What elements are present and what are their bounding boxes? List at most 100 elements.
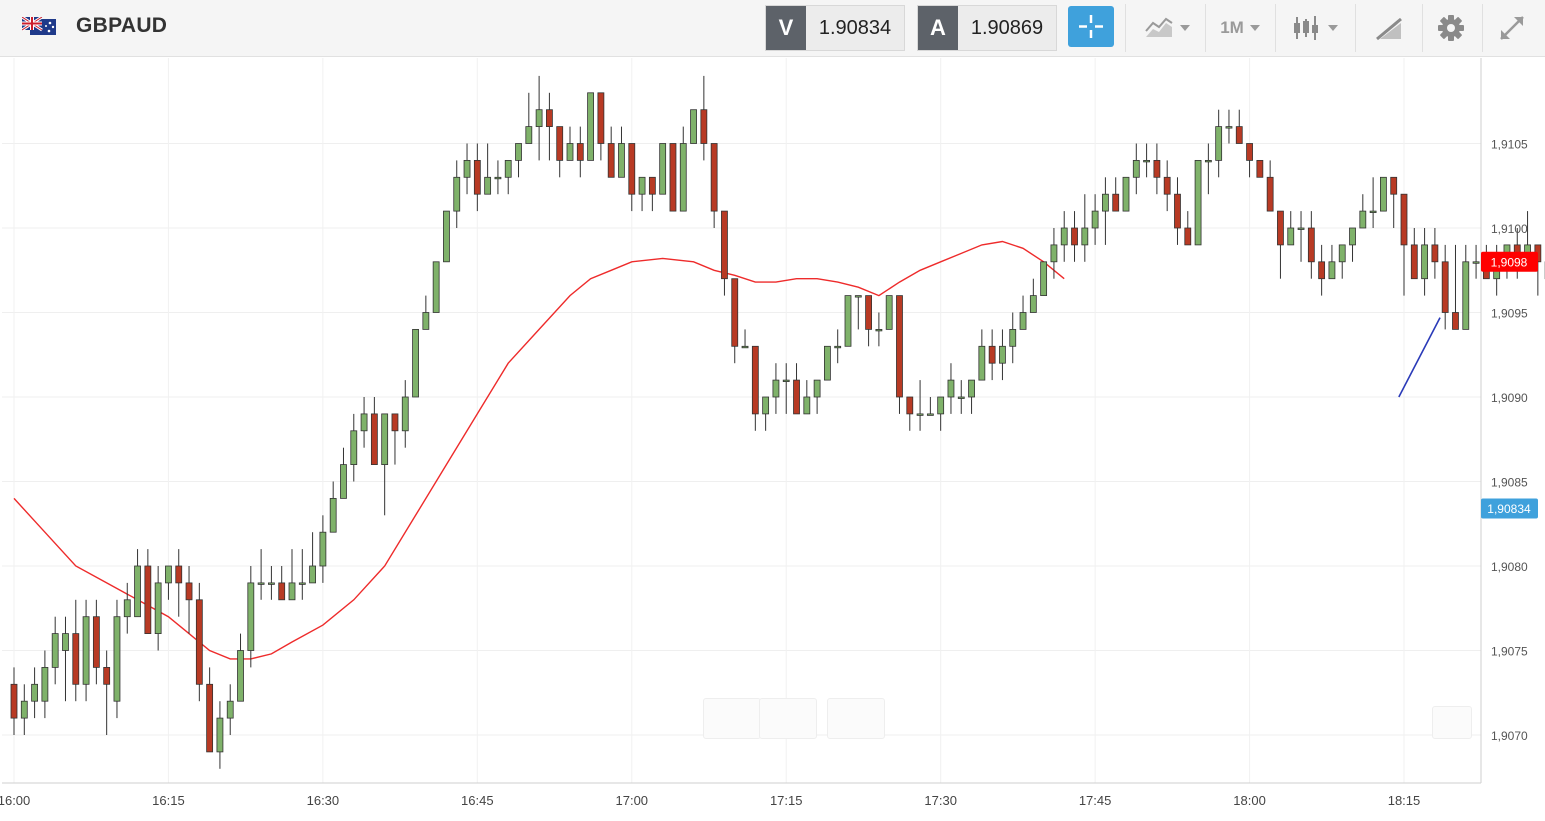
candle [1194,159,1202,246]
bullish-candle-body [62,633,69,651]
candle [288,549,296,601]
candle [113,599,121,719]
candle [1277,210,1284,279]
bullish-candle-body [566,143,574,161]
bullish-candle-body [1204,159,1212,163]
toolbar-separator [1422,4,1423,52]
bearish-candle-body [556,126,564,161]
scroll-right-button[interactable] [759,698,817,739]
crosshair-button[interactable] [1068,6,1114,47]
bearish-candle-body [865,295,872,330]
bullish-candle-body [690,109,697,144]
bearish-candle-body [1431,244,1439,263]
candle [51,616,59,685]
candle [484,143,492,195]
toolbar-separator [1275,4,1276,52]
price-tag-label: 1,90834 [1487,502,1531,516]
sell-price: 1.90834 [806,6,904,50]
bearish-candle-body [195,599,203,685]
candle [268,566,275,600]
candle [1410,228,1418,280]
bearish-candle-body [185,582,193,601]
bullish-candle-body [957,396,965,399]
timeframe-dropdown[interactable]: 1M [1212,4,1268,52]
bullish-candle-body [463,159,471,178]
bullish-candle-body [1143,159,1150,163]
drawing-tools-button[interactable] [1362,4,1416,52]
candle [803,380,811,415]
candle [957,380,965,414]
candle [710,143,718,228]
sell-quote-button[interactable]: V 1.90834 [765,5,905,51]
bearish-candle-body [1174,193,1181,229]
bearish-candle-body [721,210,728,280]
bullish-candle-body [978,345,986,381]
bullish-candle-body [268,582,275,585]
candle [628,143,636,212]
candle [144,549,152,634]
candle [978,329,986,381]
bearish-candle-body [896,295,903,398]
candle [607,126,615,178]
x-tick-label: 16:15 [152,793,185,808]
candle [401,380,409,448]
bearish-candle-body [103,667,111,685]
gear-icon [1438,15,1464,41]
candle [1462,244,1470,330]
candle [690,109,697,144]
bullish-candle-body [587,92,594,161]
candle [165,565,172,600]
bullish-candle-body [885,295,893,330]
bearish-candle-body [710,143,718,212]
candle [885,295,893,330]
bearish-candle-body [1400,193,1408,246]
x-tick-label: 17:30 [924,793,957,808]
candle [1441,244,1449,330]
bullish-candle-body [525,126,533,144]
bullish-candle-body [401,396,409,432]
bullish-candle-body [134,565,141,618]
fullscreen-button[interactable] [1488,4,1536,52]
candle [968,379,975,414]
bullish-candle-body [916,413,924,416]
bullish-candle-body [854,295,862,298]
candle-style-button[interactable] [1283,4,1347,52]
candle [648,176,656,212]
bullish-candle-body [1215,126,1223,161]
candle [226,684,234,735]
bullish-candle-body [422,312,430,330]
bullish-candle-body [1029,295,1037,313]
chart-grid [2,58,1481,783]
go-to-latest-button[interactable] [1432,706,1472,739]
chart-type-button[interactable] [1135,4,1199,52]
reset-zoom-button[interactable] [827,698,885,739]
bearish-candle-body [278,582,286,601]
candle [525,92,533,144]
candle [679,126,687,212]
bullish-candle-body [453,176,461,212]
candle [422,295,430,330]
candle [618,126,625,178]
bullish-candle-body [412,328,419,398]
candle [988,329,996,381]
candle [937,396,945,431]
bullish-candle-body [237,650,244,702]
bullish-candle-body [1019,312,1027,330]
bearish-candle-body [793,379,800,415]
candle [1132,143,1140,195]
scroll-left-button[interactable] [703,698,761,739]
bearish-candle-body [1266,176,1274,212]
candle [1143,143,1150,178]
buy-quote-button[interactable]: A 1.90869 [917,5,1057,51]
settings-button[interactable] [1428,4,1474,52]
bearish-candle-body [607,143,615,178]
bullish-candle-body [432,261,440,313]
bullish-candle-body [1462,261,1470,330]
candle [546,92,553,161]
bullish-candle-body [484,176,492,195]
bullish-candle-body [638,176,646,195]
candle [1400,193,1408,296]
candle [463,143,471,195]
bullish-candle-body [1102,193,1109,212]
